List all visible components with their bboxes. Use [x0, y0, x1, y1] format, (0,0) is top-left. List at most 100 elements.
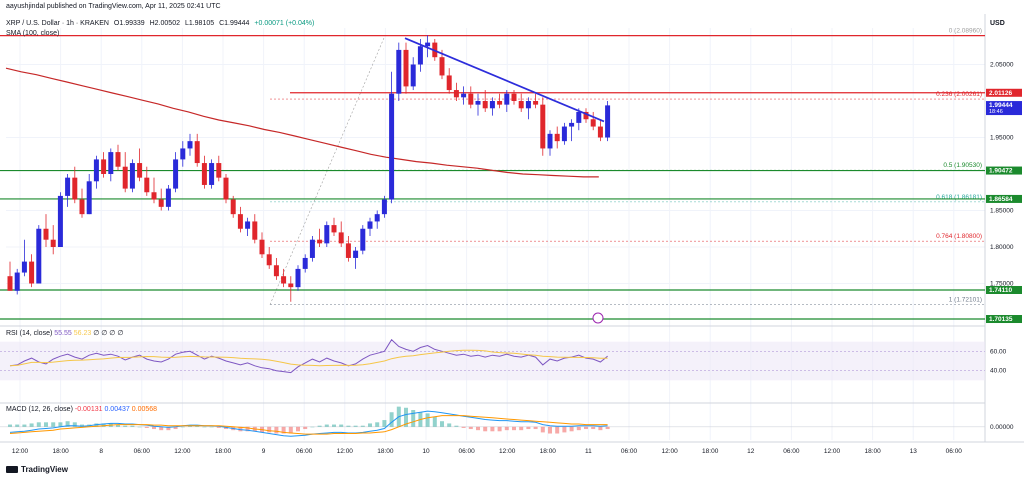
fib-label: 0 (2.08960) [949, 28, 982, 35]
candle-body [230, 199, 236, 215]
macd-hist-bar [15, 424, 20, 427]
candle-body [129, 163, 135, 189]
candle-body [569, 122, 575, 127]
price-tick-label: 1.85000 [990, 208, 1014, 215]
macd-hist-bar [533, 426, 538, 430]
tradingview-logo-icon [6, 466, 18, 474]
candle-body [533, 101, 539, 105]
fib-diagonal [269, 35, 386, 305]
time-tick-label: 12:00 [337, 448, 354, 455]
price-label-text: 1.74110 [989, 287, 1013, 294]
price-label-text: 2.01126 [989, 90, 1013, 97]
candle-body [281, 276, 287, 284]
candle-body [245, 221, 251, 229]
price-axis: 2.05000 1.95000 1.85000 1.80000 1.75000 2.011… [986, 62, 1022, 324]
trend-line [404, 37, 605, 123]
macd-hist-bar [512, 426, 516, 431]
macd-hist-bar [80, 424, 84, 427]
macd-hist-bar [216, 426, 221, 428]
macd-hist-bar [404, 407, 408, 427]
macd-hist-bar [303, 426, 308, 430]
candle-body [266, 254, 272, 266]
time-tick-label: 12:00 [824, 448, 841, 455]
macd-hist-bar [245, 426, 250, 432]
macd-hist-bar [94, 423, 99, 427]
fib-label: 0.5 (1.90530) [943, 162, 982, 169]
ohlc-low: L1.98105 [184, 20, 215, 27]
candle-body [72, 177, 78, 200]
macd-hist-bar [159, 426, 164, 431]
macd-hist-bar [72, 422, 77, 427]
candle-body [223, 177, 229, 200]
macd-hist-bar [598, 426, 603, 431]
macd-hist-bar [180, 426, 185, 428]
macd-hist-bar [310, 426, 315, 428]
candle-body [403, 49, 409, 87]
candle-body [561, 126, 567, 142]
candles [7, 35, 611, 302]
macd-hist-bar [526, 426, 531, 430]
candle-body [302, 257, 308, 269]
symbol-title: XRP / U.S. Dollar · 1h · KRAKEN [6, 20, 109, 27]
macd-hist-bar [375, 422, 380, 427]
candle-body [482, 101, 488, 109]
candle-body [489, 101, 495, 109]
candle-body [331, 225, 337, 233]
macd-hist-bar [454, 425, 459, 427]
support-resistance-lines [0, 34, 985, 320]
price-label-text: 1.86584 [989, 196, 1013, 203]
price-label-box [986, 101, 1022, 116]
macd-hist-bar [569, 426, 574, 432]
time-tick-label: 18:00 [540, 448, 557, 455]
candle-body [65, 177, 71, 196]
macd-hist-bar [468, 426, 473, 430]
time-tick-label: 13 [910, 448, 918, 455]
macd-line [9, 410, 608, 437]
candle-body [187, 141, 193, 149]
candle-body [605, 105, 611, 138]
candle-body [144, 177, 150, 193]
signal-line [9, 415, 608, 435]
time-tick-label: 06:00 [946, 448, 963, 455]
candle-body [547, 133, 553, 149]
macd-hist-bar [411, 410, 416, 427]
symbol-line: XRP / U.S. Dollar · 1h · KRAKEN O1.99339… [6, 20, 317, 27]
macd-hist-bar [440, 421, 444, 427]
price-tick-label: 1.75000 [990, 281, 1014, 288]
macd-hist-bar [274, 426, 279, 434]
time-tick-label: 18:00 [377, 448, 394, 455]
macd-hist-bar [224, 426, 228, 430]
candle-body [180, 148, 186, 160]
macd-legend: MACD (12, 26, close) -0.00131 0.00437 0.… [6, 406, 158, 413]
macd-hist-bar [58, 422, 63, 427]
candle-body [151, 192, 157, 200]
candle-body [410, 64, 416, 87]
macd-hist-bar [461, 426, 466, 428]
candle-body [525, 101, 531, 109]
bearish-trend-line [404, 37, 605, 123]
candle-body [309, 239, 315, 258]
macd-hist-bar [152, 426, 156, 430]
candle-body [518, 101, 524, 109]
candle-body [288, 283, 294, 288]
candle-body [374, 214, 380, 222]
price-label-text: 1.99444 [989, 102, 1013, 109]
candle-body [511, 93, 517, 101]
macd-hist-bar [432, 416, 437, 427]
price-label-box [986, 88, 1022, 97]
macd-hist-bar [504, 426, 509, 431]
macd-hist-bar [267, 426, 272, 433]
time-tick-label: 06:00 [296, 448, 313, 455]
macd-hist-bar [389, 412, 394, 427]
macd-hist-bar [166, 426, 171, 431]
macd-hist-bar [317, 425, 322, 427]
macd-hist-bar [116, 424, 120, 427]
time-tick-label: 06:00 [134, 448, 151, 455]
time-tick-label: 12:00 [499, 448, 516, 455]
macd-hist-bar [490, 426, 495, 432]
ohlc-close: C1.99444 [219, 20, 250, 27]
candle-body [137, 163, 143, 178]
sma-line [5, 67, 599, 178]
candle-body [345, 243, 351, 258]
